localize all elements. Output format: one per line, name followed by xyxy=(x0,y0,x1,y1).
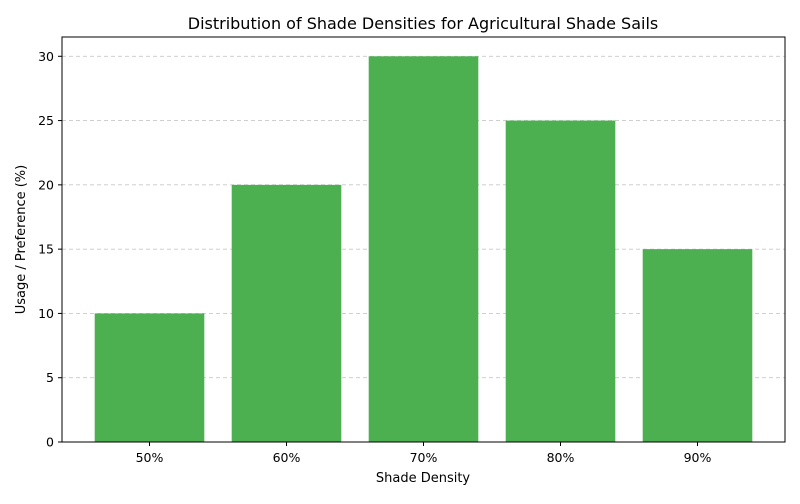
x-tick-label-1: 60% xyxy=(273,450,301,465)
x-tick-label-4: 90% xyxy=(684,450,712,465)
y-tick-label-3: 15 xyxy=(38,242,54,257)
x-axis-label: Shade Density xyxy=(376,471,471,486)
chart-title: Distribution of Shade Densities for Agri… xyxy=(188,14,659,33)
y-tick-label-1: 5 xyxy=(46,370,54,385)
bar-2 xyxy=(368,56,479,443)
y-tick-label-5: 25 xyxy=(38,113,54,128)
x-ticks: 50% 60% 70% 80% 90% xyxy=(136,442,712,465)
x-tick-label-3: 80% xyxy=(547,450,575,465)
x-tick-label-2: 70% xyxy=(410,450,438,465)
bars xyxy=(94,56,753,443)
y-tick-label-2: 10 xyxy=(38,306,54,321)
y-ticks: 0 5 10 15 20 25 30 xyxy=(38,49,62,450)
y-axis-label: Usage / Preference (%) xyxy=(14,165,29,314)
y-tick-label-4: 20 xyxy=(38,177,54,192)
bar-4 xyxy=(642,249,753,442)
bar-3 xyxy=(505,120,616,443)
y-tick-label-0: 0 xyxy=(46,435,54,450)
bar-1 xyxy=(231,184,342,442)
x-tick-label-0: 50% xyxy=(136,450,164,465)
bar-0 xyxy=(94,313,205,442)
y-tick-label-6: 30 xyxy=(38,49,54,64)
